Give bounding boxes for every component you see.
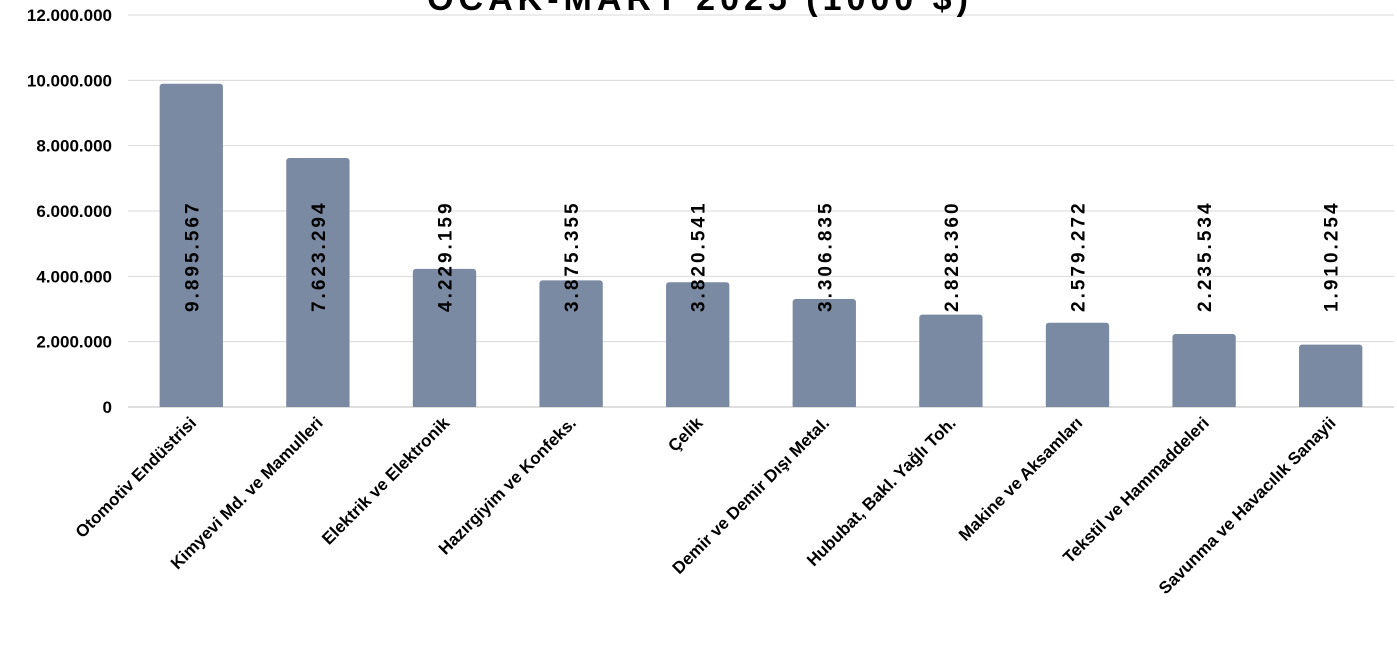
bar-base (539, 401, 603, 407)
data-label: 2.828.360 (942, 200, 963, 312)
bar-base (792, 401, 856, 407)
data-label: 9.895.567 (182, 200, 203, 312)
y-tick-label: 8.000.000 (36, 137, 112, 156)
bar (792, 298, 856, 407)
chart-title: OCAK-MART 2025 (1000 $) (300, 0, 1100, 19)
x-tick-label: Otomotiv Endüstrisi (72, 413, 200, 541)
data-label: 4.229.159 (436, 200, 457, 312)
y-tick-label: 12.000.000 (27, 6, 112, 25)
bar (159, 83, 223, 407)
data-label: 2.579.272 (1069, 200, 1090, 312)
bar-base (1299, 401, 1363, 407)
x-tick-label: Hazırgiyim ve Konfeks. (435, 413, 580, 558)
bar-base (666, 401, 730, 407)
data-label: 2.235.534 (1195, 200, 1216, 312)
data-label: 3.820.541 (689, 200, 710, 312)
y-tick-label: 10.000.000 (27, 71, 112, 90)
y-tick-label: 4.000.000 (36, 267, 112, 286)
bar-base (1172, 401, 1236, 407)
x-tick-label: Makine ve Aksamları (955, 413, 1086, 544)
y-tick-label: 6.000.000 (36, 202, 112, 221)
data-label: 3.306.835 (815, 200, 836, 312)
bar (1172, 333, 1236, 407)
bar (919, 314, 983, 407)
bar (286, 157, 350, 407)
bar-base (159, 401, 223, 407)
x-tick-label: Kimyevi Md. ve Mamulleri (167, 413, 327, 573)
bar (412, 268, 477, 407)
x-tick-label: Hububat, Bakl. Yağlı Toh. (803, 413, 960, 570)
bar (539, 280, 603, 407)
x-tick-label: Çelik (664, 413, 707, 456)
bar-base (919, 401, 983, 407)
bar-base (1045, 401, 1110, 407)
data-label: 1.910.254 (1322, 200, 1343, 312)
x-tick-label: Elektrik ve Elektronik (318, 413, 453, 548)
bar-base (412, 401, 477, 407)
bar (1045, 322, 1110, 407)
y-tick-label: 0 (103, 398, 112, 417)
data-label: 3.875.355 (562, 200, 583, 312)
bar (1299, 344, 1363, 407)
y-tick-label: 2.000.000 (36, 333, 112, 352)
bar-base (286, 401, 350, 407)
x-tick-label: Tekstil ve Hammaddeleri (1059, 413, 1213, 567)
bar (666, 282, 730, 407)
data-label: 7.623.294 (309, 200, 330, 312)
